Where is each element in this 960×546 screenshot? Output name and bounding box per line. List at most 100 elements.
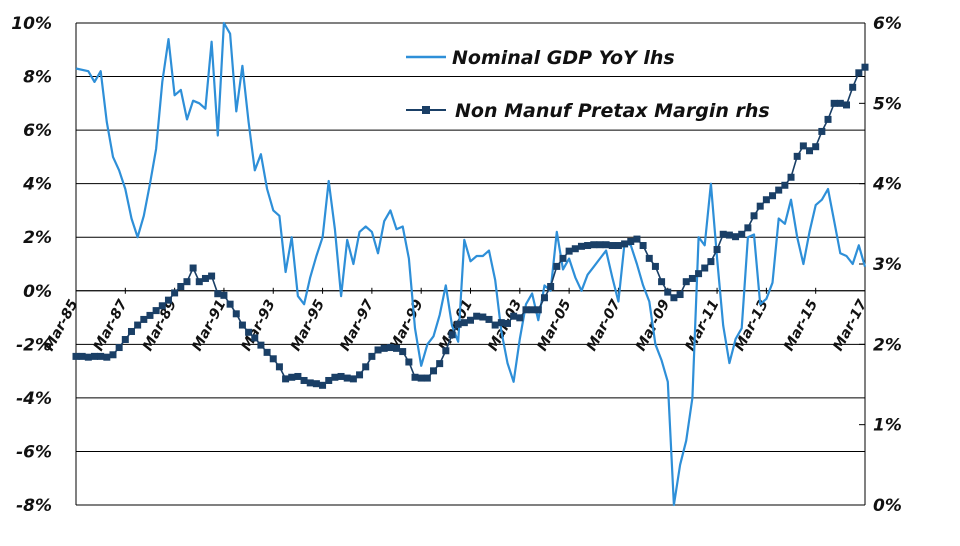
right-tick-label: 3%	[873, 255, 902, 275]
margin-point-marker	[380, 344, 388, 352]
margin-point-marker	[448, 331, 456, 339]
margin-point-marker	[257, 341, 265, 349]
margin-point-marker	[460, 319, 468, 327]
margin-point-marker	[596, 241, 604, 249]
margin-point-marker	[405, 358, 413, 366]
margin-point-marker	[608, 242, 616, 250]
margin-point-marker	[503, 319, 511, 327]
x-tick-label: Mar-95	[288, 297, 328, 354]
left-tick-label: 8%	[23, 68, 52, 88]
margin-point-marker	[849, 83, 857, 91]
margin-point-marker	[72, 352, 80, 360]
margin-point-marker	[571, 245, 579, 253]
margin-point-marker	[738, 230, 746, 238]
x-tick-label: Mar-07	[584, 297, 624, 354]
margin-point-marker	[90, 352, 98, 360]
margin-point-marker	[417, 374, 425, 382]
legend-marker-margin	[422, 106, 430, 114]
series-line-gdp	[75, 21, 867, 507]
margin-point-marker	[343, 374, 351, 382]
margin-point-marker	[368, 352, 376, 360]
margin-point-marker	[349, 375, 357, 383]
left-tick-label: -8%	[16, 496, 52, 516]
margin-point-marker	[473, 312, 481, 320]
margin-point-marker	[275, 363, 283, 371]
margin-point-marker	[627, 238, 635, 246]
margin-point-marker	[658, 278, 666, 286]
margin-point-marker	[855, 69, 863, 77]
margin-point-marker	[331, 373, 339, 381]
margin-point-marker	[806, 147, 814, 155]
margin-point-marker	[78, 352, 86, 360]
series-group	[72, 21, 869, 507]
margin-point-marker	[836, 99, 844, 107]
margin-point-marker	[189, 264, 197, 272]
margin-point-marker	[312, 380, 320, 388]
margin-point-marker	[263, 348, 271, 356]
margin-point-marker	[127, 327, 135, 335]
margin-point-marker	[516, 314, 524, 322]
margin-point-marker	[374, 346, 382, 354]
margin-point-marker	[602, 241, 610, 249]
left-tick-label: -2%	[16, 335, 52, 355]
margin-point-marker	[497, 319, 505, 327]
margin-point-marker	[707, 258, 715, 266]
right-tick-label: 1%	[873, 416, 902, 436]
margin-point-marker	[670, 294, 678, 302]
left-axis-ticks: 10% 8% 6% 4% 2% 0% -2% -4% -6% -8%	[11, 14, 52, 516]
margin-point-marker	[701, 264, 709, 272]
margin-point-marker	[590, 241, 598, 249]
left-tick-label: 2%	[23, 228, 52, 248]
margin-point-marker	[232, 310, 240, 318]
margin-point-marker	[651, 262, 659, 270]
margin-point-marker	[306, 379, 314, 387]
margin-point-marker	[769, 192, 777, 200]
x-tick-label: Mar-97	[337, 297, 377, 354]
margin-point-marker	[645, 254, 653, 262]
margin-point-marker	[547, 282, 555, 290]
margin-point-marker	[146, 311, 154, 319]
legend: Nominal GDP YoY lhs Non Manuf Pretax Mar…	[406, 47, 770, 122]
left-tick-label: 10%	[11, 14, 52, 34]
right-tick-label: 0%	[873, 496, 902, 516]
margin-point-marker	[812, 143, 820, 151]
margin-point-marker	[103, 353, 111, 361]
margin-point-marker	[282, 375, 290, 383]
margin-point-marker	[491, 321, 499, 329]
margin-point-marker	[830, 99, 838, 107]
margin-point-marker	[356, 371, 364, 379]
margin-point-marker	[319, 381, 327, 389]
margin-point-marker	[97, 352, 105, 360]
right-tick-label: 5%	[873, 94, 902, 114]
margin-point-marker	[793, 152, 801, 160]
margin-point-marker	[399, 348, 407, 356]
margin-point-marker	[799, 142, 807, 150]
margin-point-marker	[762, 196, 770, 204]
margin-point-marker	[109, 351, 117, 359]
margin-point-marker	[467, 316, 474, 324]
margin-point-marker	[725, 231, 733, 239]
margin-point-marker	[744, 224, 752, 232]
left-tick-label: -4%	[16, 389, 52, 409]
x-tick-label: Mar-87	[91, 297, 131, 354]
margin-point-marker	[115, 344, 123, 352]
left-tick-label: -6%	[16, 442, 52, 462]
margin-point-marker	[528, 306, 536, 314]
margin-point-marker	[430, 367, 438, 375]
margin-point-marker	[664, 288, 672, 296]
margin-point-marker	[436, 360, 444, 368]
x-tick-label: Mar-13	[732, 297, 772, 354]
margin-point-marker	[732, 233, 740, 241]
x-tick-label: Mar-11	[682, 297, 722, 354]
margin-point-marker	[121, 336, 129, 344]
margin-point-marker	[824, 115, 832, 123]
margin-point-marker	[639, 242, 647, 250]
right-tick-label: 4%	[872, 175, 902, 195]
margin-point-marker	[479, 313, 487, 321]
margin-point-marker	[325, 376, 333, 384]
margin-point-marker	[337, 372, 345, 380]
margin-point-marker	[84, 353, 92, 361]
right-tick-label: 6%	[873, 14, 902, 34]
margin-point-marker	[522, 306, 530, 314]
